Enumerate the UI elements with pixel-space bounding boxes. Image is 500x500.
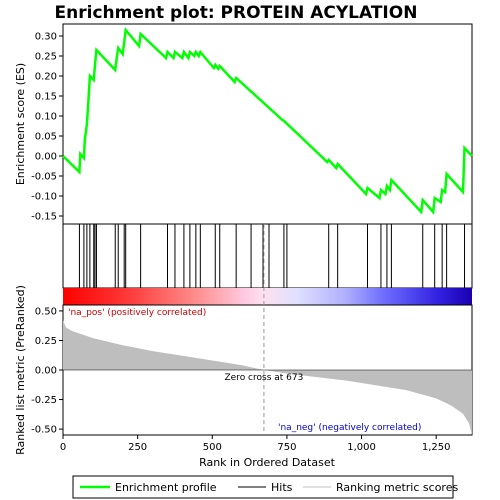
- metric-y-axis-label: Ranked list metric (PreRanked): [14, 285, 27, 455]
- es-y-axis-label: Enrichment score (ES): [14, 63, 27, 185]
- hit-lines: [78, 224, 466, 288]
- es-y-tick-label: -0.05: [31, 172, 57, 183]
- legend-hits-label: Hits: [271, 481, 293, 494]
- rank-x-tick-label: 1,250: [422, 442, 451, 453]
- metric-y-axis: 0.50 0.25 0.00 -0.25 -0.50: [31, 306, 63, 436]
- es-y-tick-label: -0.10: [31, 192, 57, 203]
- legend-metric-label: Ranking metric scores: [336, 481, 458, 494]
- metric-panel: Zero cross at 673 'na_pos' (positively c…: [14, 224, 473, 469]
- negative-correlation-label: 'na_neg' (negatively correlated): [278, 423, 421, 433]
- metric-y-tick-label: 0.50: [35, 306, 57, 317]
- enrichment-profile-line: [62, 26, 473, 215]
- es-y-axis: 0.30 0.25 0.20 0.15 0.10 0.05 0.00 -0.05 -0.10 -0…: [31, 32, 63, 223]
- rank-x-tick-label: 750: [277, 442, 296, 453]
- es-panel: 0.30 0.25 0.20 0.15 0.10 0.05 0.00 -0.05 -0.10 -0…: [14, 23, 473, 225]
- hits-panel-frame: [62, 223, 473, 289]
- rank-x-tick-label: 0: [60, 442, 66, 453]
- zero-cross-label: Zero cross at 673: [224, 373, 303, 383]
- hits-panel: [62, 223, 473, 289]
- es-y-tick-label: 0.00: [35, 152, 57, 163]
- ranking-metric-area: [63, 320, 472, 435]
- legend: Enrichment profile Hits Ranking metric s…: [72, 475, 458, 499]
- es-y-tick-label: 0.20: [35, 72, 57, 83]
- es-y-tick-label: -0.15: [31, 212, 57, 223]
- metric-y-tick-label: 0.25: [35, 336, 57, 347]
- rank-x-axis-label: Rank in Ordered Dataset: [199, 456, 336, 469]
- es-y-tick-label: 0.05: [35, 132, 57, 143]
- metric-y-tick-label: -0.50: [31, 425, 57, 436]
- chart-title: Enrichment plot: PROTEIN ACYLATION: [55, 3, 418, 23]
- rank-x-tick-label: 500: [203, 442, 222, 453]
- es-y-tick-label: 0.30: [35, 32, 57, 43]
- rank-x-tick-label: 1,000: [347, 442, 376, 453]
- es-y-tick-label: 0.10: [35, 112, 57, 123]
- metric-y-tick-label: 0.00: [35, 366, 57, 377]
- rank-colorbar-strip: [63, 288, 472, 305]
- metric-y-tick-label: -0.25: [31, 395, 57, 406]
- es-y-tick-label: 0.15: [35, 92, 57, 103]
- rank-x-tick-label: 250: [128, 442, 147, 453]
- legend-enrichment-label: Enrichment profile: [115, 481, 217, 494]
- es-panel-frame: [62, 23, 473, 225]
- rank-x-axis: 0 250 500 750 1,000 1,250: [60, 435, 451, 453]
- rank-colorbar: [63, 288, 472, 305]
- es-y-tick-label: 0.25: [35, 52, 57, 63]
- positive-correlation-label: 'na_pos' (positively correlated): [68, 308, 206, 318]
